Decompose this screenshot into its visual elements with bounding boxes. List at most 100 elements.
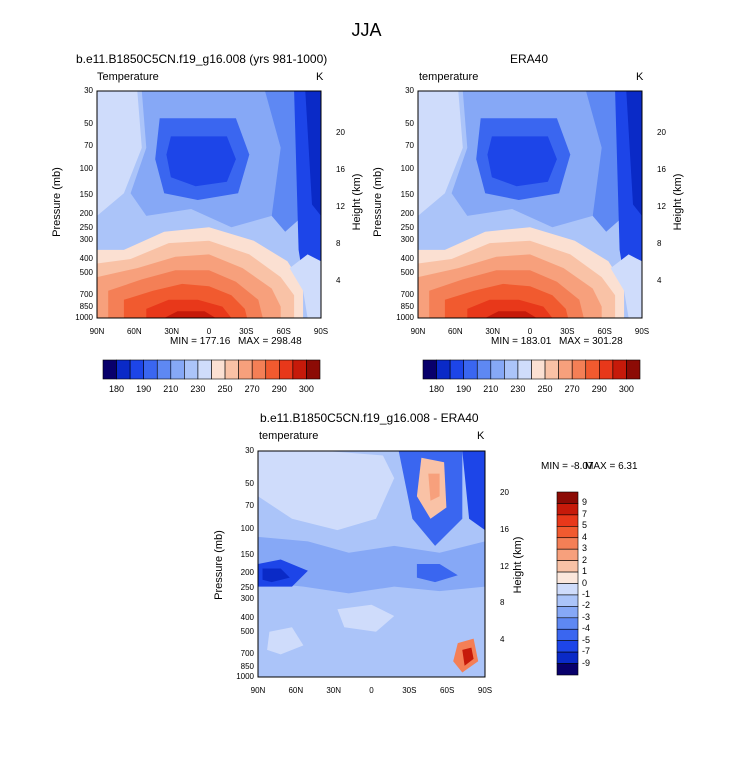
panel1-colorbar-swatch-6 [184, 359, 199, 380]
panel1-colorbar-swatch-12 [265, 359, 280, 380]
panel2-colorbar-swatch-5 [490, 359, 505, 380]
panel3-colorbar-swatch-10 [556, 606, 579, 619]
region-cold-pole [586, 91, 625, 232]
panel1-pressure-tick-2: 70 [84, 140, 93, 150]
panel1-colorbar-label-2: 210 [163, 384, 179, 394]
panel2-colorbar-swatch-15 [626, 359, 641, 380]
panel2-colorbar-swatch-4 [476, 359, 492, 380]
panel3-title: b.e11.B1850C5CN.f19_g16.008 - ERA40 [260, 411, 479, 425]
panel2-pressure-tick-10: 700 [400, 289, 414, 299]
panel1-height-tick-3: 8 [336, 239, 341, 249]
panel2-pressure-tick-2: 70 [405, 140, 414, 150]
panel1-x-tick-1: 60N [126, 327, 142, 336]
panel3-colorbar-label-7: 0 [582, 577, 588, 588]
panel2-height-tick-0: 20 [657, 128, 666, 138]
panel2-pressure-axis-label: Pressure (mb) [372, 167, 384, 237]
panel1-x-tick-2: 30N [164, 327, 179, 336]
panel1-pressure-tick-4: 150 [79, 190, 93, 200]
panel2-pressure-tick-5: 200 [400, 208, 414, 218]
panel3-colorbar-swatch-14 [556, 651, 579, 664]
panel1-colorbar-swatch-5 [170, 359, 185, 380]
region-south-pole-core [626, 91, 642, 216]
panel1-pressure-axis-label: Pressure (mb) [51, 167, 63, 237]
panel3-pressure-tick-2: 70 [245, 500, 254, 510]
panel1-pressure-tick-11: 850 [79, 302, 93, 312]
panel1-max-label: MAX = 298.48 [238, 336, 302, 347]
panel2-contour-plot [417, 90, 643, 319]
panel2-x-tick-5: 60S [597, 327, 612, 336]
panel3-colorbar-label-4: 3 [582, 543, 588, 554]
panel2-x-tick-6: 90S [634, 327, 650, 336]
panel2-units-label: K [636, 71, 644, 83]
panel3-colorbar-swatch-5 [556, 548, 579, 561]
panel1-colorbar-swatch-13 [279, 359, 294, 380]
band-light-north [97, 91, 142, 216]
panel1-colorbar [102, 359, 321, 380]
panel2-height-tick-2: 12 [657, 202, 666, 212]
panel1-units-label: K [316, 71, 324, 83]
panel3-colorbar-swatch-13 [556, 640, 579, 653]
panel3-units-label: K [477, 430, 485, 442]
panel1-height-tick-1: 16 [336, 165, 345, 175]
panel1-colorbar-swatch-14 [292, 359, 307, 380]
panel3-height-tick-0: 20 [500, 487, 509, 497]
panel2-colorbar-swatch-1 [436, 359, 451, 380]
south-cold-surface [610, 254, 642, 318]
panel3-colorbar-label-6: 1 [582, 566, 588, 577]
panel2-colorbar-swatch-13 [599, 359, 614, 380]
panel3-colorbar-swatch-3 [556, 526, 579, 539]
panel1-colorbar-swatch-15 [306, 359, 321, 380]
panel1-colorbar-swatch-9 [224, 359, 239, 380]
panel3-colorbar-label-2: 5 [582, 520, 588, 531]
panel3-colorbar-swatch-8 [556, 583, 579, 596]
panel2-pressure-tick-4: 150 [400, 190, 414, 200]
panel3-colorbar-swatch-6 [556, 560, 579, 573]
region-tropopause-core [487, 136, 557, 187]
panel1-height-tick-2: 12 [336, 202, 345, 212]
panel2-colorbar-label-4: 250 [537, 384, 553, 394]
panel2-pressure-tick-0: 30 [405, 86, 414, 95]
panel3-x-tick-2: 30N [326, 686, 341, 695]
panel1-pressure-tick-8: 400 [79, 253, 93, 263]
diff-light-lower-north [267, 627, 304, 655]
panel2-colorbar-swatch-0 [422, 359, 437, 380]
panel3-pressure-tick-8: 400 [240, 612, 254, 622]
panel2-pressure-tick-12: 1000 [396, 313, 414, 322]
panel2-pressure-tick-3: 100 [400, 163, 414, 173]
panel1-min-label: MIN = 177.16 [170, 336, 231, 347]
panel3-height-tick-2: 12 [500, 561, 509, 571]
panel2-colorbar-swatch-14 [612, 359, 627, 380]
panel3-min-label: MIN = -8.07 [541, 461, 594, 472]
panel3-colorbar-swatch-15 [556, 663, 579, 676]
panel2-colorbar-label-0: 180 [429, 384, 445, 394]
panel3-colorbar-swatch-0 [556, 491, 579, 504]
panel2-height-tick-3: 8 [657, 239, 662, 249]
tropo-warm-7 [164, 311, 216, 318]
panel2-colorbar-label-6: 290 [591, 384, 607, 394]
panel2-colorbar-label-3: 230 [510, 384, 526, 394]
panel2-colorbar-label-7: 300 [618, 384, 634, 394]
panel1-pressure-tick-12: 1000 [75, 313, 93, 322]
diff-cold-north-core [262, 568, 290, 583]
panel2-pressure-tick-8: 400 [400, 253, 414, 263]
panel3-colorbar-swatch-9 [556, 594, 579, 607]
panel2-colorbar-swatch-3 [463, 359, 478, 380]
panel3-colorbar-label-13: -7 [582, 646, 591, 657]
panel1-colorbar-swatch-0 [102, 359, 117, 380]
panel3-x-tick-6: 90S [477, 686, 493, 695]
panel3-colorbar-swatch-4 [556, 537, 579, 550]
panel1-colorbar-swatch-8 [211, 359, 226, 380]
panel2-pressure-tick-1: 50 [405, 119, 414, 129]
panel3-height-tick-3: 8 [500, 598, 505, 608]
panel1-pressure-tick-6: 250 [79, 223, 93, 233]
panel2-colorbar-swatch-6 [504, 359, 519, 380]
panel3-colorbar-label-9: -2 [582, 600, 591, 611]
panel2-min-label: MIN = 183.01 [491, 336, 552, 347]
panel1-colorbar-label-7: 300 [298, 384, 314, 394]
diff-warm-upper-core [428, 473, 440, 501]
panel3-colorbar-label-1: 7 [582, 508, 588, 519]
band-light-north [418, 91, 463, 216]
panel3-pressure-tick-1: 50 [245, 478, 254, 488]
panel3-x-tick-1: 60N [288, 686, 304, 695]
panel3-colorbar-label-11: -4 [582, 623, 591, 634]
